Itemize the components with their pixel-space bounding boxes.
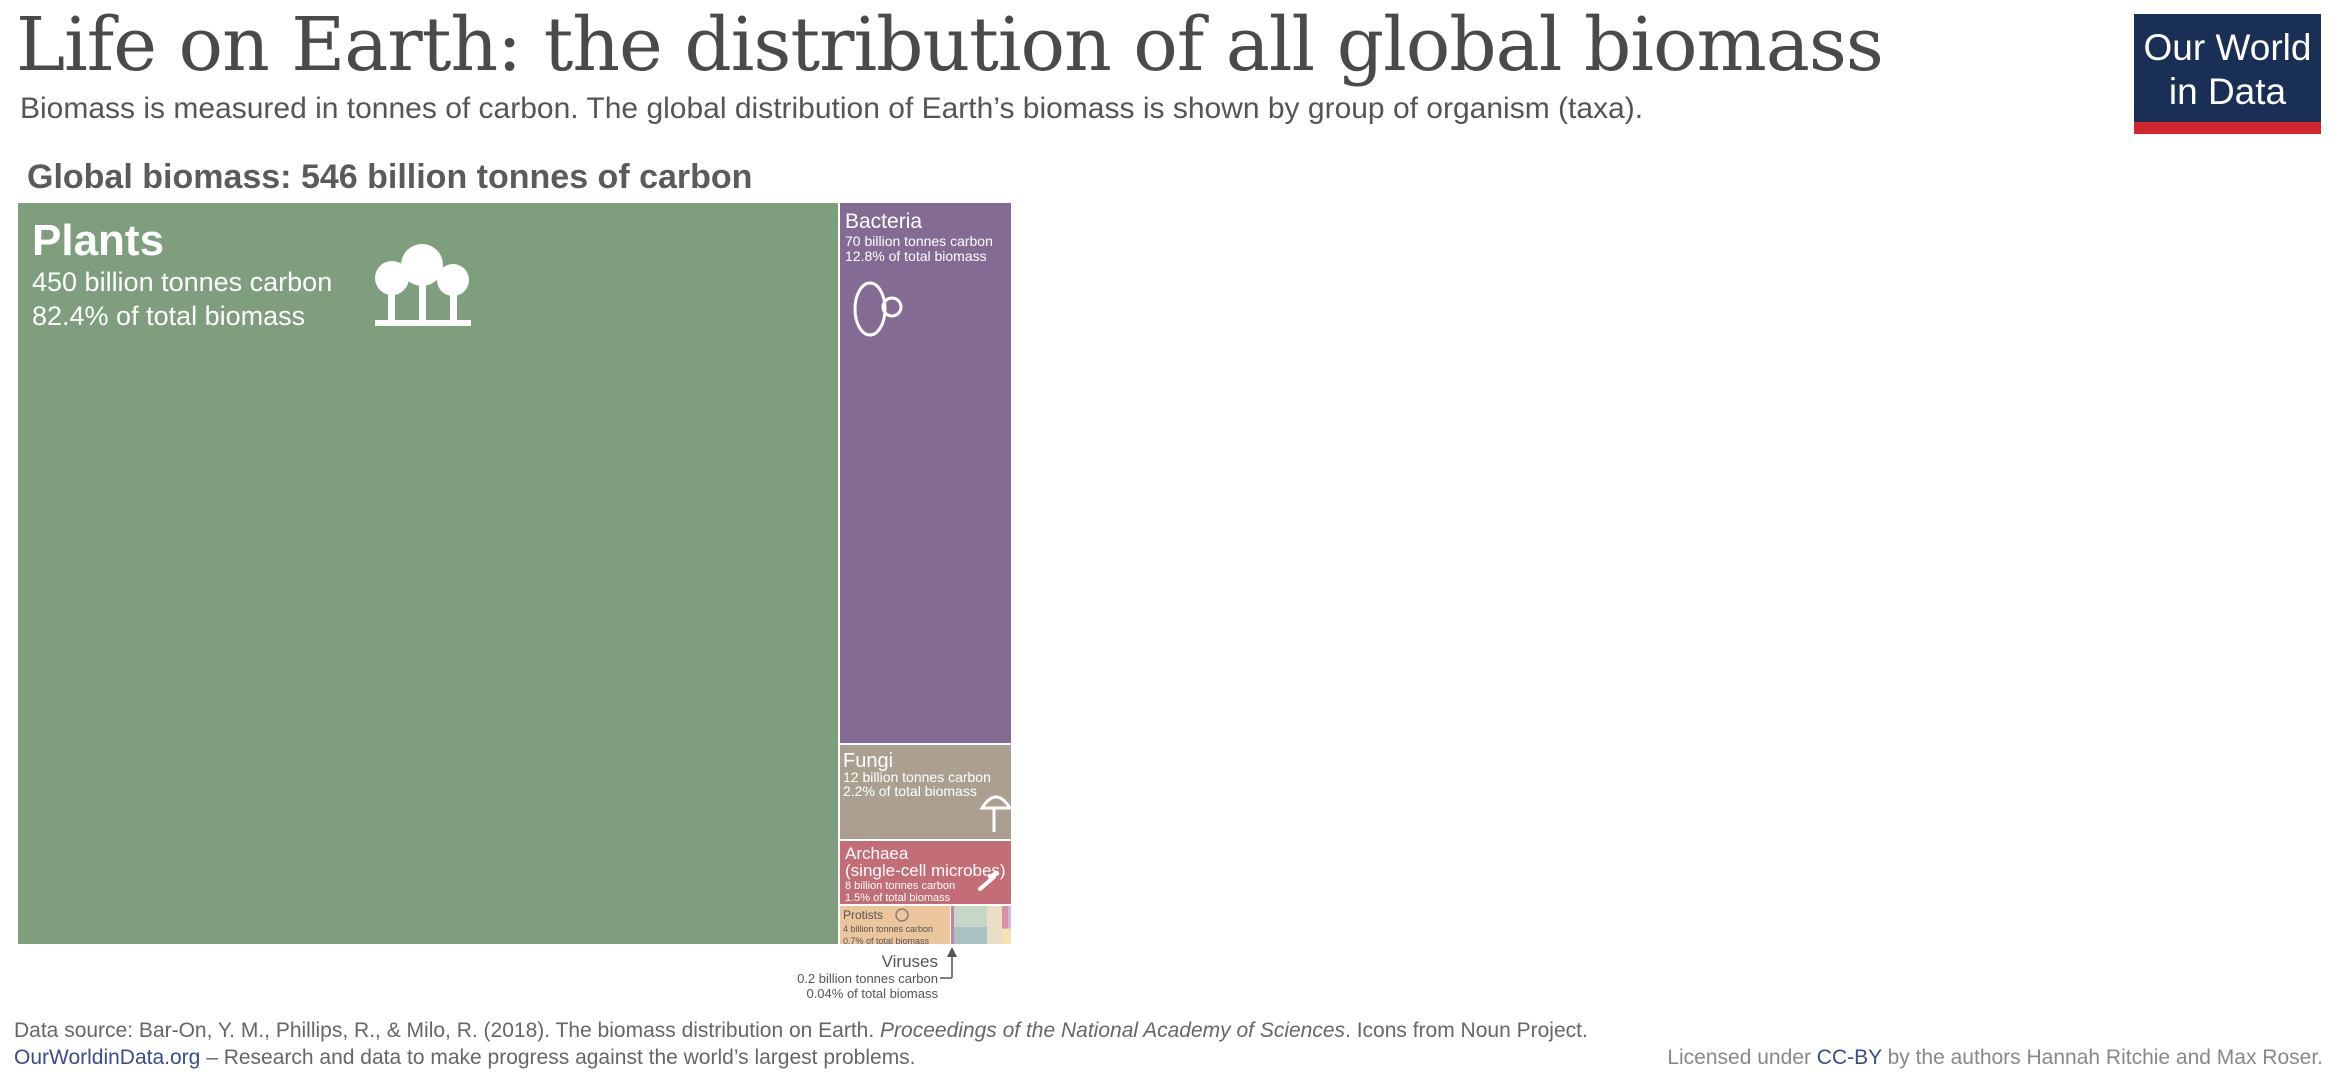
- fungi-label: Fungi: [843, 750, 893, 772]
- archaea-label: Archaea: [845, 844, 909, 863]
- bacteria-rect: [840, 203, 1011, 743]
- protist-icon: [895, 908, 909, 922]
- plants-share-label: 82.4% of total biomass: [32, 301, 305, 331]
- viruses-amount-label: 0.2 billion tonnes carbon: [797, 971, 938, 986]
- fungi-share-label: 2.2% of total biomass: [843, 783, 977, 799]
- archaea-share-label: 1.5% of total biomass: [845, 892, 951, 904]
- bacteria-label: Bacteria: [845, 210, 922, 233]
- logo-line-2: in Data: [2168, 71, 2287, 112]
- protists-rect: [840, 906, 950, 944]
- small-group-rect: [987, 906, 1002, 944]
- archaea-amount-label: 8 billion tonnes carbon: [845, 880, 955, 892]
- license-suffix: by the authors Hannah Ritchie and Max Ro…: [1881, 1046, 2323, 1069]
- protists-label: Protists: [843, 908, 883, 922]
- logo-line-1: Our World: [2143, 27, 2312, 68]
- source-prefix: Data source: Bar-On, Y. M., Phillips, R.…: [14, 1019, 881, 1042]
- small-group-rect: [954, 926, 987, 944]
- owid-logo[interactable]: Our World in Data: [2134, 14, 2321, 134]
- site-tagline: OurWorldinData.org – Research and data t…: [14, 1046, 916, 1070]
- bacteria-icon: [853, 281, 887, 337]
- fungi-amount-label: 12 billion tonnes carbon: [843, 769, 991, 785]
- viruses-share-label: 0.04% of total biomass: [806, 986, 938, 1001]
- mushroom-icon: [979, 795, 1013, 832]
- tagline-text: – Research and data to make progress aga…: [200, 1046, 916, 1069]
- plants-amount-label: 450 billion tonnes carbon: [32, 267, 332, 297]
- page-title: Life on Earth: the distribution of all g…: [16, 2, 1884, 88]
- owid-logo-text: Our World in Data: [2134, 14, 2321, 126]
- trees-icon: [375, 244, 471, 326]
- plants-label: Plants: [32, 216, 164, 265]
- page-subtitle: Biomass is measured in tonnes of carbon.…: [20, 92, 1644, 125]
- bacteria-amount-label: 70 billion tonnes carbon: [845, 233, 993, 249]
- small-group-rect: [1002, 906, 1008, 929]
- license-prefix: Licensed under: [1667, 1046, 1817, 1069]
- license-link[interactable]: CC-BY: [1816, 1046, 1882, 1069]
- protists-share-label: 0.7% of total biomass: [843, 936, 930, 946]
- site-link[interactable]: OurWorldinData.org: [14, 1046, 201, 1069]
- fungi-rect: [840, 745, 1011, 839]
- archaea-label-2: (single-cell microbes): [845, 861, 1006, 880]
- small-group-rect: [954, 906, 987, 927]
- global-biomass-total: Global biomass: 546 billion tonnes of ca…: [27, 158, 753, 196]
- source-journal: Proceedings of the National Academy of S…: [880, 1019, 1346, 1042]
- source-suffix: . Icons from Noun Project.: [1345, 1019, 1588, 1042]
- bacteria-icon-small: [881, 296, 903, 318]
- viruses-label: Viruses: [882, 952, 938, 971]
- small-group-rect: [1002, 928, 1011, 944]
- viruses-rect: [951, 906, 954, 944]
- license-note: Licensed under CC-BY by the authors Hann…: [1667, 1046, 2323, 1070]
- archaea-icon: [978, 871, 998, 891]
- small-group-rect: [1008, 906, 1011, 929]
- viruses-arrow-head: [947, 947, 957, 957]
- archaea-rect: [840, 841, 1011, 904]
- logo-red-bar: [2134, 122, 2321, 134]
- bacteria-share-label: 12.8% of total biomass: [845, 248, 987, 264]
- protists-amount-label: 4 billion tonnes carbon: [843, 924, 933, 934]
- plants-rect: [18, 203, 838, 944]
- data-source-note: Data source: Bar-On, Y. M., Phillips, R.…: [14, 1019, 1588, 1043]
